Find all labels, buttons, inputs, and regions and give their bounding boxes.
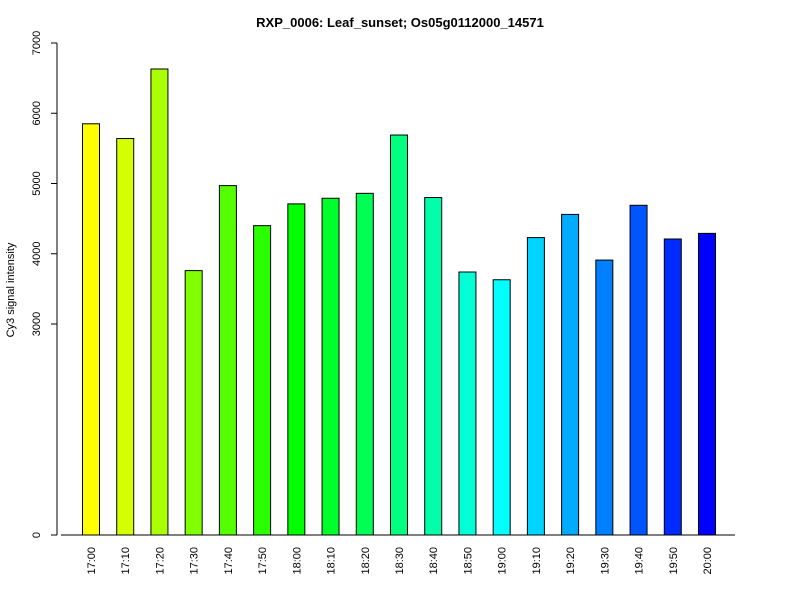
- x-tick-label: 17:20: [154, 547, 166, 575]
- x-tick-label: 18:30: [394, 547, 406, 575]
- bar-1940: [629, 204, 648, 536]
- x-tick-label: 20:00: [702, 547, 714, 575]
- x-axis: 17:00 17:10 17:20 17:30 17:40 17:50 18:00 18:10…: [61, 534, 735, 575]
- x-tick-label: 17:00: [86, 547, 98, 575]
- x-tick-label: 18:40: [428, 547, 440, 575]
- bar-1810: [321, 197, 340, 536]
- bar-1710: [116, 138, 135, 536]
- x-tick-label: 17:50: [257, 547, 269, 575]
- y-tick-label: 7000: [31, 31, 43, 55]
- x-tick-label: 17:10: [120, 547, 132, 575]
- bar-1850: [458, 271, 477, 536]
- bars-group: [82, 68, 716, 536]
- y-tick-label: 5000: [31, 171, 43, 195]
- x-tick-label: 17:40: [223, 547, 235, 575]
- bar-1720: [150, 68, 169, 536]
- x-tick-label: 19:50: [668, 547, 680, 575]
- x-tick-label: 19:20: [565, 547, 577, 575]
- bar-1930: [595, 259, 614, 536]
- x-tick-label: 17:30: [189, 547, 201, 575]
- bar-1950: [663, 238, 682, 536]
- bar-1820: [355, 192, 374, 536]
- bar-1700: [82, 123, 100, 536]
- bar-1740: [218, 185, 237, 536]
- y-axis-label: Cy3 signal intensity: [5, 242, 17, 337]
- x-tick-label: 18:20: [360, 547, 372, 575]
- bar-2000: [698, 232, 716, 536]
- x-tick-label: 18:50: [462, 547, 474, 575]
- x-tick-label: 18:00: [291, 547, 303, 575]
- y-axis: 0 3000 4000 5000 6000 7000: [31, 31, 58, 538]
- y-tick-label: 0: [31, 532, 43, 538]
- bar-1750: [253, 225, 272, 536]
- chart-title: RXP_0006: Leaf_sunset; Os05g0112000_1457…: [256, 15, 544, 30]
- bar-1830: [390, 134, 408, 536]
- bar-1840: [424, 197, 443, 536]
- x-tick-label: 18:10: [326, 547, 338, 575]
- x-tick-label: 19:30: [599, 547, 611, 575]
- bar-1900: [492, 279, 511, 536]
- y-tick-label: 3000: [31, 312, 43, 336]
- x-tick-label: 19:00: [497, 547, 509, 575]
- x-tick-label: 19:40: [634, 547, 646, 575]
- y-tick-label: 6000: [31, 101, 43, 125]
- bar-1800: [287, 203, 306, 536]
- bar-1910: [526, 237, 545, 536]
- y-tick-label: 4000: [31, 242, 43, 266]
- x-tick-label: 19:10: [531, 547, 543, 575]
- bar-1730: [184, 270, 203, 536]
- bar-1920: [561, 213, 580, 536]
